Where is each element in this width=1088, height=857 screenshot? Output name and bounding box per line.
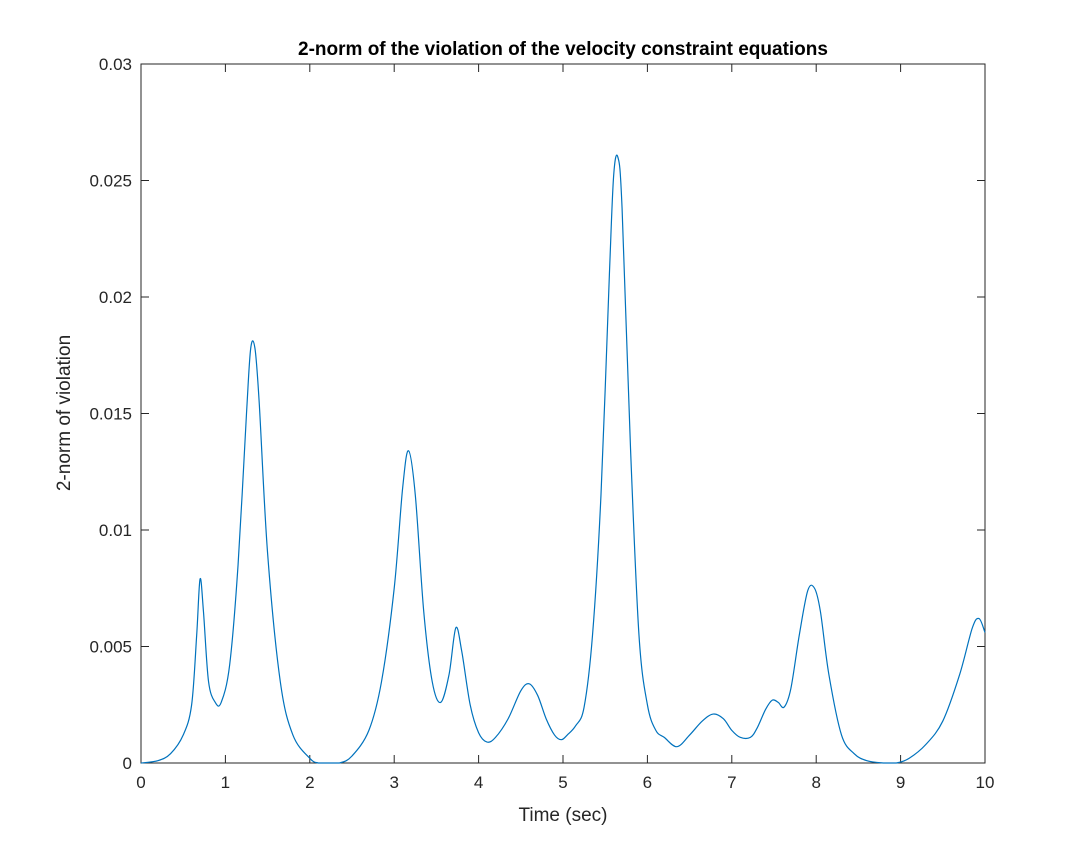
x-tick-label: 5 <box>558 773 567 792</box>
x-tick-label: 3 <box>389 773 398 792</box>
series-layer <box>140 154 986 764</box>
y-tick-label: 0.03 <box>99 55 132 74</box>
y-axis: 0 0.005 0.01 0.015 0.02 0.025 0.03 <box>89 55 985 773</box>
x-axis: 0 1 2 3 4 5 6 7 8 9 10 <box>136 64 994 792</box>
x-tick-label: 4 <box>474 773 483 792</box>
y-tick-label: 0 <box>123 754 132 773</box>
y-tick-label: 0.01 <box>99 521 132 540</box>
x-tick-label: 6 <box>643 773 652 792</box>
y-tick-label: 0.02 <box>99 288 132 307</box>
x-tick-label: 10 <box>976 773 995 792</box>
chart-title: 2-norm of the violation of the velocity … <box>298 39 828 60</box>
x-tick-label: 1 <box>221 773 230 792</box>
x-tick-label: 2 <box>305 773 314 792</box>
x-tick-label: 8 <box>811 773 820 792</box>
x-axis-label: Time (sec) <box>518 805 607 826</box>
y-axis-label: 2-norm of violation <box>54 335 75 491</box>
y-tick-label: 0.025 <box>89 172 132 191</box>
x-tick-label: 7 <box>727 773 736 792</box>
y-tick-label: 0.015 <box>89 405 132 424</box>
series-line-0 <box>140 154 986 764</box>
plot-area <box>140 63 986 764</box>
x-tick-label: 0 <box>136 773 145 792</box>
x-tick-label: 9 <box>896 773 905 792</box>
y-tick-label: 0.005 <box>89 638 132 657</box>
